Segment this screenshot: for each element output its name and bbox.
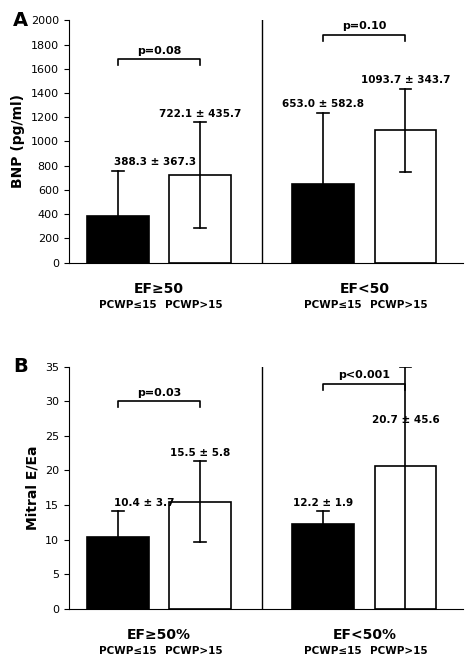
Text: EF<50%: EF<50%	[332, 628, 396, 642]
Text: p=0.10: p=0.10	[342, 21, 386, 31]
Bar	[292, 184, 354, 262]
Text: PCWP≤15: PCWP≤15	[99, 300, 156, 310]
Text: PCWP>15: PCWP>15	[370, 300, 428, 310]
Text: EF≥50%: EF≥50%	[127, 628, 191, 642]
Bar	[169, 501, 231, 609]
Text: 20.7 ± 45.6: 20.7 ± 45.6	[372, 416, 439, 426]
Bar	[87, 216, 149, 262]
Text: PCWP≤15: PCWP≤15	[99, 646, 156, 656]
Text: p=0.08: p=0.08	[137, 45, 181, 55]
Y-axis label: Mitral E/Ea: Mitral E/Ea	[25, 446, 39, 530]
Text: PCWP≤15: PCWP≤15	[304, 646, 362, 656]
Bar	[87, 537, 149, 609]
Text: 1093.7 ± 343.7: 1093.7 ± 343.7	[361, 75, 450, 85]
Text: 15.5 ± 5.8: 15.5 ± 5.8	[170, 448, 230, 458]
Text: A: A	[13, 11, 28, 30]
Text: 12.2 ± 1.9: 12.2 ± 1.9	[293, 498, 353, 507]
Bar	[374, 130, 436, 262]
Text: PCWP>15: PCWP>15	[164, 646, 222, 656]
Y-axis label: BNP (pg/ml): BNP (pg/ml)	[11, 95, 25, 188]
Text: PCWP>15: PCWP>15	[164, 300, 222, 310]
Text: EF≥50: EF≥50	[134, 282, 184, 296]
Text: 653.0 ± 582.8: 653.0 ± 582.8	[282, 99, 364, 109]
Text: B: B	[13, 357, 28, 376]
Text: 388.3 ± 367.3: 388.3 ± 367.3	[114, 157, 196, 167]
Text: p<0.001: p<0.001	[338, 370, 390, 380]
Text: PCWP>15: PCWP>15	[370, 646, 428, 656]
Text: EF<50: EF<50	[339, 282, 389, 296]
Bar	[169, 175, 231, 262]
Text: p=0.03: p=0.03	[137, 388, 181, 398]
Bar	[374, 466, 436, 609]
Text: 10.4 ± 3.7: 10.4 ± 3.7	[114, 498, 174, 507]
Text: 722.1 ± 435.7: 722.1 ± 435.7	[159, 109, 241, 119]
Text: PCWP≤15: PCWP≤15	[304, 300, 362, 310]
Bar	[292, 524, 354, 609]
